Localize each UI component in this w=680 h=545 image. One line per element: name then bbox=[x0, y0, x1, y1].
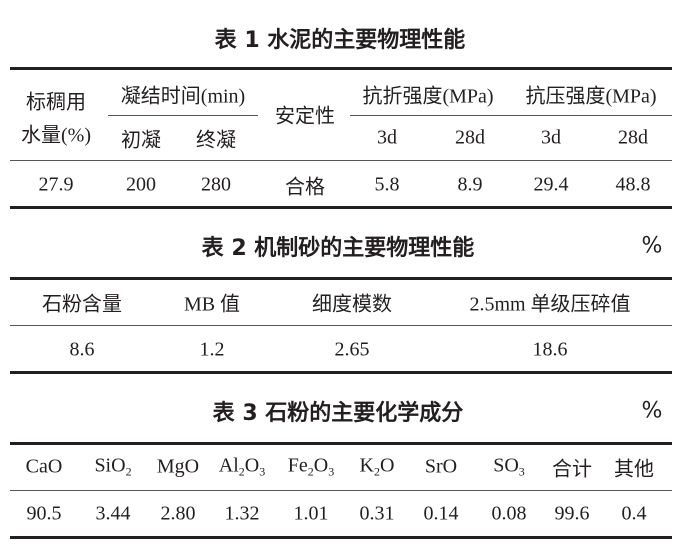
column-header: 合计 bbox=[552, 453, 592, 482]
table-cell: 200 bbox=[126, 173, 156, 196]
table1-header-rule bbox=[10, 160, 672, 161]
subscript: 3 bbox=[259, 464, 266, 479]
column-header: 细度模数 bbox=[312, 293, 392, 316]
column-header: SrO bbox=[425, 456, 457, 479]
table3-title: 表 3 石粉的主要化学成分 bbox=[212, 401, 464, 426]
table-cell: 280 bbox=[201, 173, 231, 196]
header-setting-time: 凝结时间(min) bbox=[120, 85, 246, 108]
column-header: 2.5mm 单级压碎值 bbox=[469, 293, 631, 316]
column-header: K2O bbox=[360, 455, 395, 480]
subscript: 2 bbox=[374, 464, 380, 479]
header-initial: 初凝 bbox=[121, 129, 161, 152]
header-compressive: 抗压强度(MPa) bbox=[525, 85, 657, 108]
table1-bottom-rule bbox=[10, 206, 672, 209]
table-cell: 29.4 bbox=[533, 173, 569, 196]
table-cell: 1.32 bbox=[224, 502, 260, 525]
subscript: 2 bbox=[307, 464, 314, 479]
column-header: Al2O3 bbox=[219, 455, 265, 480]
table-cell: 0.4 bbox=[621, 502, 647, 525]
subscript: 3 bbox=[328, 464, 335, 479]
column-header: 石粉含量 bbox=[42, 293, 122, 316]
header-soundness: 安定性 bbox=[275, 105, 335, 128]
table-cell: 8.9 bbox=[457, 173, 483, 196]
table-cell: 3.44 bbox=[95, 502, 131, 525]
subscript: 2 bbox=[125, 464, 132, 479]
subscript: 3 bbox=[518, 464, 525, 479]
column-header: Fe2O3 bbox=[288, 455, 334, 480]
table3-bottom-rule bbox=[10, 536, 672, 539]
column-header: 其他 bbox=[614, 453, 654, 482]
table-cell: 5.8 bbox=[374, 173, 400, 196]
table-cell: 0.08 bbox=[491, 502, 527, 525]
table-cell: 1.2 bbox=[199, 338, 225, 361]
table3-unit: % bbox=[641, 398, 663, 424]
column-header: SiO2 bbox=[94, 455, 131, 480]
sub-rule-setting bbox=[108, 115, 258, 116]
formula-text: 合计 bbox=[552, 458, 592, 481]
formula-text: O bbox=[244, 454, 260, 477]
table-cell: 99.6 bbox=[554, 502, 590, 525]
column-header: SO3 bbox=[493, 455, 525, 480]
header-flex-3d: 3d bbox=[377, 126, 397, 149]
table1-title: 表 1 水泥的主要物理性能 bbox=[214, 28, 466, 53]
table-cell: 27.9 bbox=[38, 173, 74, 196]
header-water-line1: 标稠用 bbox=[26, 91, 86, 114]
formula-text: SiO bbox=[94, 454, 126, 477]
formula-text: 其他 bbox=[614, 458, 654, 481]
table-cell: 2.80 bbox=[160, 502, 196, 525]
table-cell: 48.8 bbox=[615, 173, 651, 196]
formula-text: O bbox=[380, 454, 395, 477]
subscript: 2 bbox=[238, 464, 245, 479]
table-cell: 2.65 bbox=[334, 338, 370, 361]
header-comp-3d: 3d bbox=[541, 126, 561, 149]
table3-top-rule bbox=[10, 442, 672, 445]
table-cell: 0.14 bbox=[423, 502, 459, 525]
table2-unit: % bbox=[641, 233, 663, 259]
table-cell: 1.01 bbox=[293, 502, 329, 525]
table-cell: 90.5 bbox=[26, 502, 62, 525]
formula-text: MgO bbox=[156, 455, 200, 478]
table-cell: 0.31 bbox=[359, 502, 395, 525]
table-cell: 8.6 bbox=[69, 338, 95, 361]
formula-text: K bbox=[359, 454, 374, 477]
sub-rule-strength bbox=[350, 115, 672, 116]
header-flexural: 抗折强度(MPa) bbox=[362, 85, 494, 108]
table3-header-rule bbox=[10, 490, 672, 491]
table2-top-rule bbox=[10, 277, 672, 280]
table2-title: 表 2 机制砂的主要物理性能 bbox=[201, 236, 475, 261]
formula-text: SO bbox=[493, 454, 519, 477]
table-cell: 18.6 bbox=[532, 338, 568, 361]
formula-text: SrO bbox=[424, 455, 458, 478]
table2-bottom-rule bbox=[10, 371, 672, 374]
formula-text: O bbox=[313, 454, 329, 477]
column-header: MgO bbox=[157, 456, 199, 479]
header-water-line2: 水量(%) bbox=[21, 124, 91, 147]
table1-top-rule bbox=[10, 67, 672, 70]
header-flex-28d: 28d bbox=[455, 126, 485, 149]
table2-header-rule bbox=[10, 325, 672, 326]
formula-text: CaO bbox=[25, 455, 63, 478]
header-comp-28d: 28d bbox=[618, 126, 648, 149]
formula-text: Fe bbox=[287, 454, 308, 477]
header-final: 终凝 bbox=[196, 129, 236, 152]
column-header: MB 值 bbox=[183, 293, 241, 316]
column-header: CaO bbox=[26, 456, 63, 479]
table-cell: 合格 bbox=[285, 176, 325, 199]
formula-text: Al bbox=[218, 454, 239, 477]
